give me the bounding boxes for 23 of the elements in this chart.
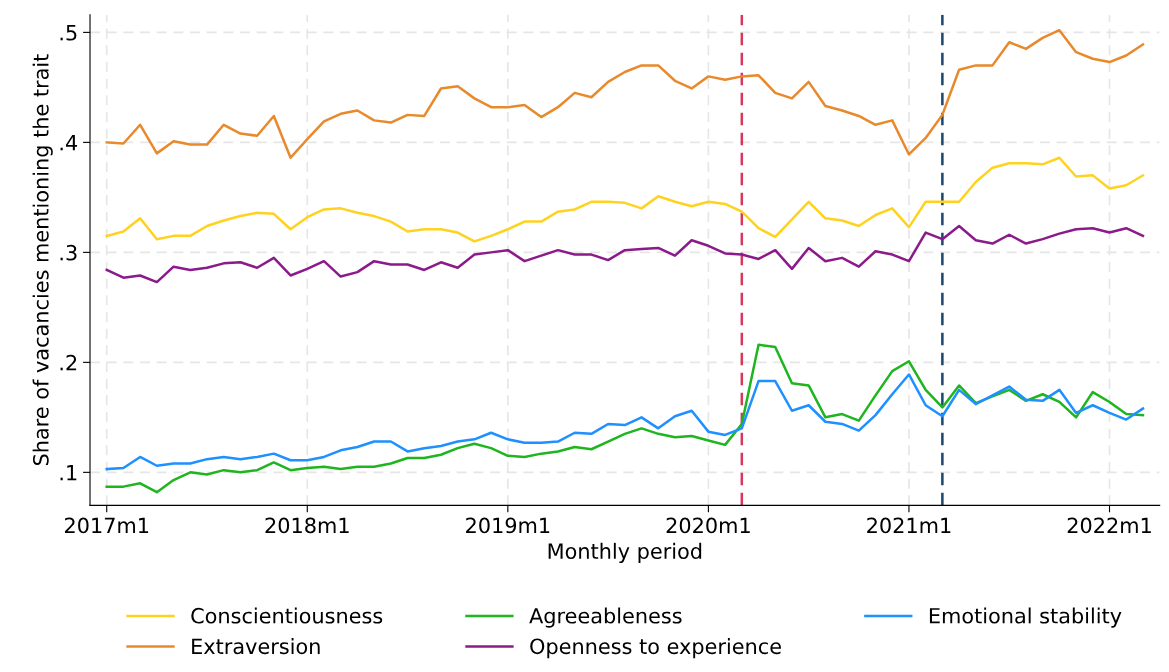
legend-label: Extraversion	[192, 638, 320, 655]
x-tick-label: 2017m1	[64, 517, 149, 534]
legend-label: Openness to experience	[530, 638, 781, 659]
y-axis-title: Share of vacancies mentioning the trait	[32, 54, 53, 466]
x-tick-label: 2020m1	[666, 517, 750, 534]
line-series	[105, 28, 1145, 160]
legend-label: Conscientiousness	[191, 607, 383, 624]
x-tick-label: 2018m1	[265, 517, 349, 534]
y-tick-label: .3	[60, 244, 77, 261]
line-series	[105, 373, 1145, 471]
legend-label: Agreeableness	[529, 607, 682, 628]
line-series	[105, 224, 1145, 284]
y-tick-label: .2	[60, 354, 77, 371]
y-tick-label: .4	[60, 135, 78, 151]
x-tick-label: 2021m1	[867, 517, 951, 534]
x-tick-label: 2022m1	[1067, 517, 1151, 534]
legend-label: Emotional stability	[929, 607, 1122, 628]
y-tick-label: .1	[60, 465, 77, 481]
x-axis-title: Monthly period	[548, 542, 702, 564]
line-series	[105, 156, 1145, 243]
line-series	[105, 343, 1145, 494]
y-tick-label: .5	[60, 25, 77, 41]
x-tick-label: 2019m1	[466, 517, 550, 534]
